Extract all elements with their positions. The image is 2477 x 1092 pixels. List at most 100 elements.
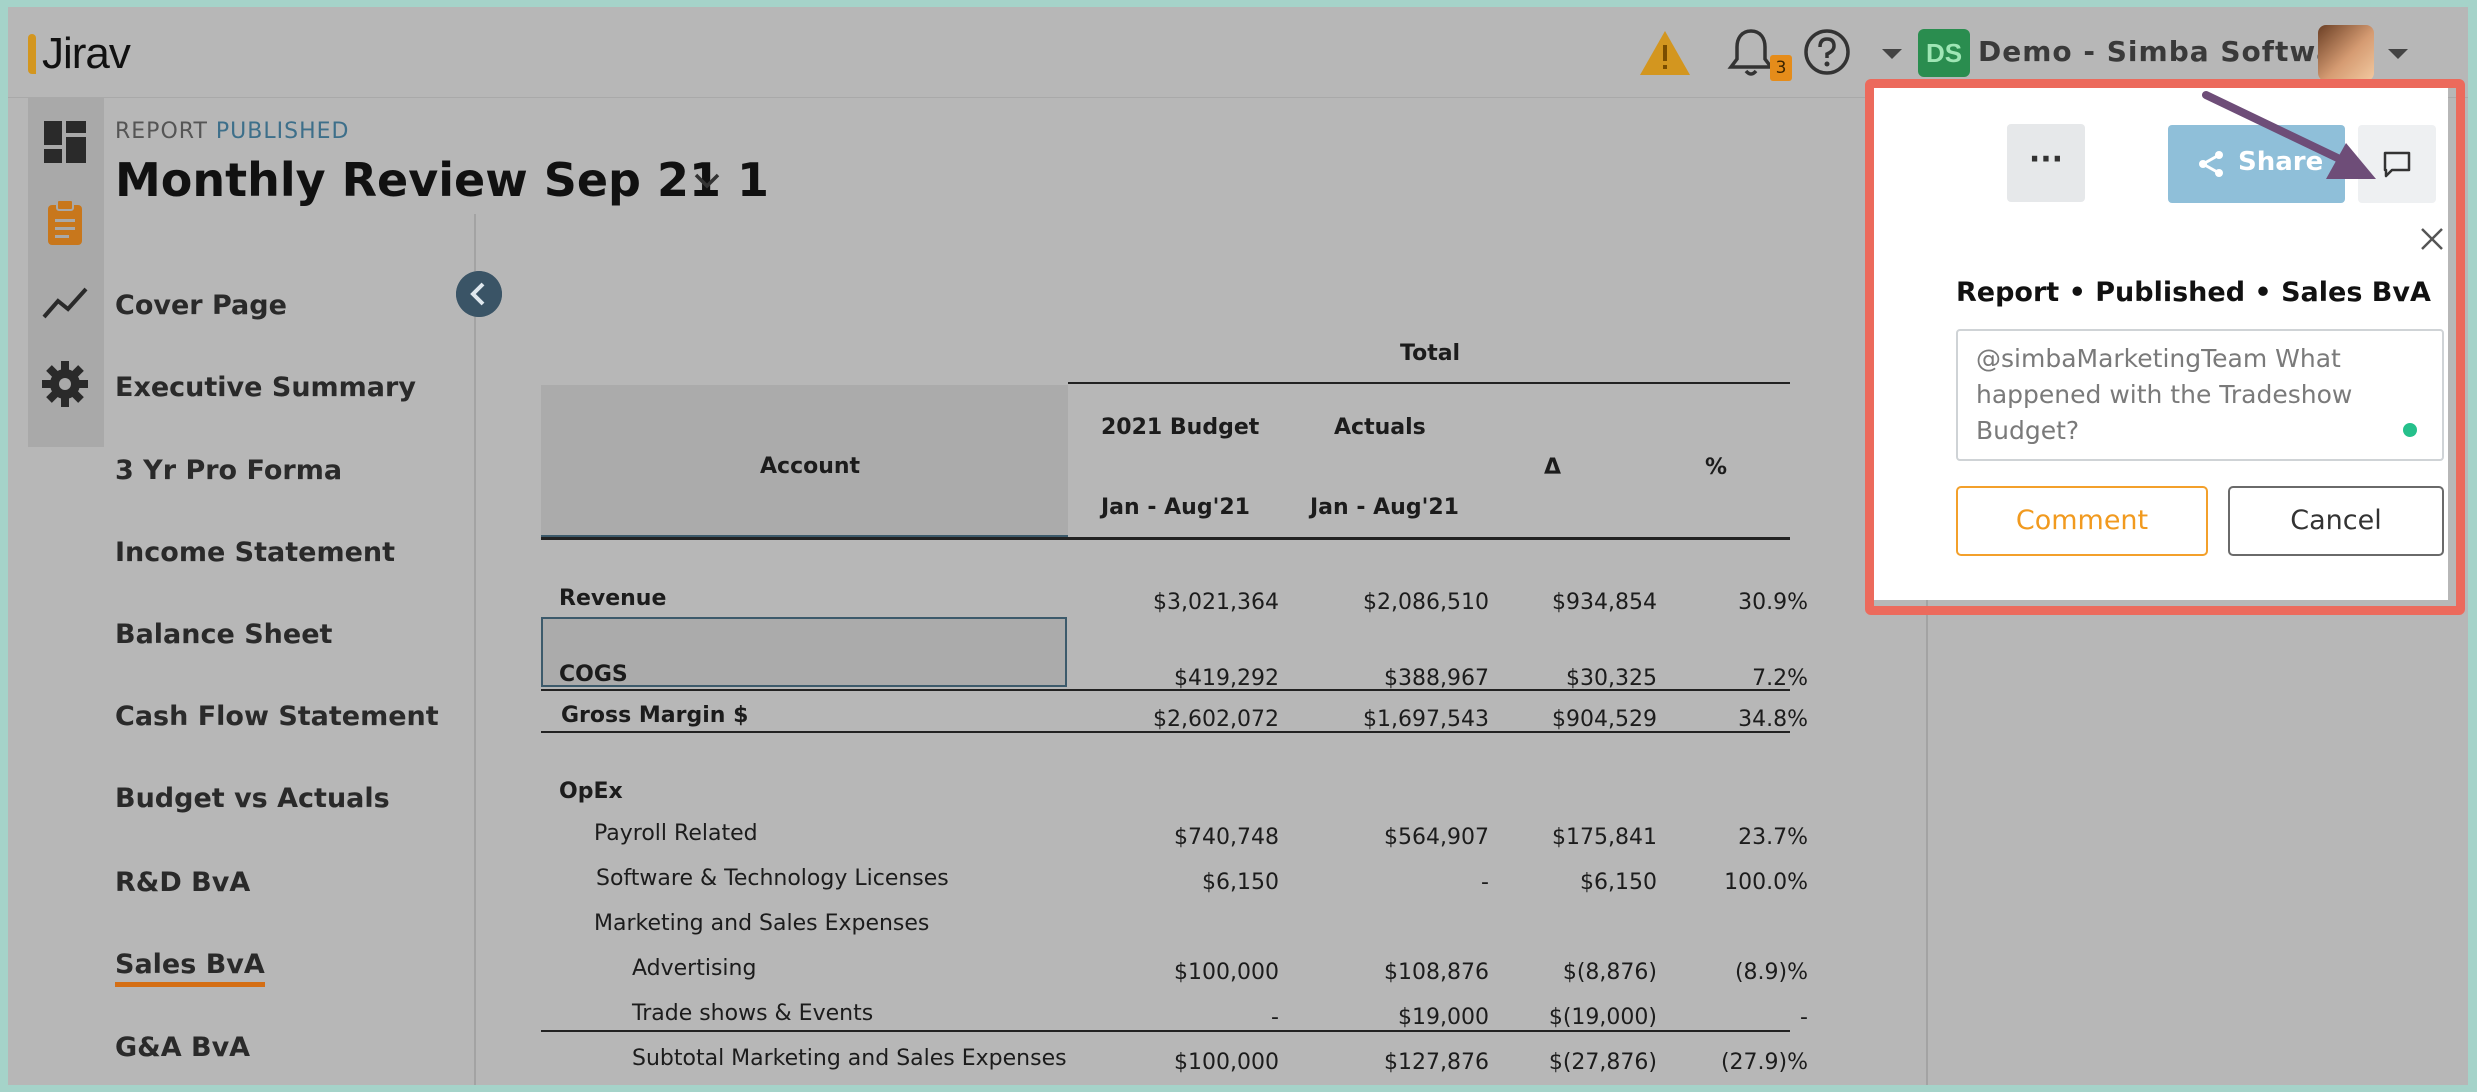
app-window: Jirav 3 DS Demo - Simba Software <box>8 7 2468 1085</box>
row-actuals-value: $2,086,510 <box>1363 590 1489 615</box>
row-pct-value: (8.9)% <box>1734 960 1808 985</box>
status-published: PUBLISHED <box>215 119 350 144</box>
logo-mark-icon <box>28 34 36 74</box>
comment-input[interactable]: @simbaMarketingTeam What happened with t… <box>1956 329 2444 461</box>
annotation-arrow <box>2202 91 2376 179</box>
col-delta-header: Δ <box>1544 455 1562 480</box>
col-budget-period: Jan - Aug'21 <box>1101 495 1250 520</box>
user-avatar[interactable] <box>2318 25 2374 81</box>
bell-icon[interactable] <box>1726 25 1776 81</box>
col-group-total: Total <box>1400 341 1461 366</box>
row-budget-value: - <box>1271 1005 1279 1030</box>
col-actuals-header: Actuals <box>1334 415 1426 440</box>
more-options-button[interactable]: ··· <box>2007 124 2085 202</box>
row-delta-value: $934,854 <box>1552 590 1657 615</box>
nav-item-ga-bva[interactable]: G&A BvA <box>115 1032 251 1063</box>
top-bar: Jirav 3 DS Demo - Simba Software <box>8 7 2468 98</box>
online-indicator-icon <box>2403 423 2417 437</box>
nav-divider <box>474 214 476 1085</box>
collapse-sidebar-button[interactable] <box>456 271 502 317</box>
gross-margin-bottom-rule <box>541 731 1790 733</box>
row-budget-value: $740,748 <box>1174 825 1279 850</box>
row-account-label: Marketing and Sales Expenses <box>594 911 930 936</box>
report-clipboard-icon[interactable] <box>40 197 90 247</box>
col-actuals-period: Jan - Aug'21 <box>1310 495 1459 520</box>
row-budget-value: $6,150 <box>1202 870 1279 895</box>
selected-cell[interactable] <box>541 617 1067 687</box>
col-pct-header: % <box>1705 455 1728 480</box>
user-initials-avatar[interactable]: DS <box>1918 29 1970 77</box>
gear-icon[interactable] <box>40 359 90 409</box>
share-button[interactable]: Share <box>2168 125 2345 203</box>
nav-item-balance-sheet[interactable]: Balance Sheet <box>115 619 333 650</box>
row-account-label: Payroll Related <box>594 821 758 846</box>
row-delta-value: $(8,876) <box>1562 960 1657 985</box>
help-icon[interactable] <box>1802 27 1852 77</box>
row-pct-value: 100.0% <box>1724 870 1808 895</box>
page-title: Monthly Review Sep 21 1 <box>115 153 770 207</box>
nav-item-cover-page[interactable]: Cover Page <box>115 290 287 321</box>
notification-badge: 3 <box>1770 55 1792 81</box>
subtotal-rule <box>541 1030 1790 1032</box>
row-account-label: Gross Margin $ <box>561 703 749 728</box>
share-label: Share <box>2238 147 2324 177</box>
row-actuals-value: - <box>1481 870 1489 895</box>
row-delta-value: $904,529 <box>1552 707 1657 732</box>
row-account-label: Subtotal Marketing and Sales Expenses <box>632 1046 1067 1071</box>
row-actuals-value: $19,000 <box>1398 1005 1489 1030</box>
jirav-logo[interactable]: Jirav <box>28 29 131 79</box>
nav-item-3yr-pro-forma[interactable]: 3 Yr Pro Forma <box>115 455 343 486</box>
close-icon[interactable] <box>2418 225 2446 253</box>
row-pct-value: (27.9)% <box>1720 1050 1808 1075</box>
header-bottom-rule <box>541 537 1790 540</box>
warning-icon[interactable] <box>1638 29 1692 77</box>
row-account-label: OpEx <box>559 779 623 804</box>
row-delta-value: $30,325 <box>1566 666 1657 691</box>
nav-item-cash-flow[interactable]: Cash Flow Statement <box>115 701 439 732</box>
comment-submit-button[interactable]: Comment <box>1956 486 2208 556</box>
cancel-button[interactable]: Cancel <box>2228 486 2444 556</box>
row-budget-value: $3,021,364 <box>1153 590 1279 615</box>
row-actuals-value: $1,697,543 <box>1363 707 1489 732</box>
report-status: REPORT PUBLISHED <box>115 119 349 144</box>
row-pct-value: 30.9% <box>1738 590 1808 615</box>
chevron-down-icon[interactable] <box>1880 47 1904 61</box>
row-delta-value: $(19,000) <box>1548 1005 1657 1030</box>
chevron-down-icon[interactable] <box>2386 47 2410 61</box>
nav-item-budget-vs-actuals[interactable]: Budget vs Actuals <box>115 783 390 814</box>
nav-item-sales-bva[interactable]: Sales BvA <box>115 949 265 987</box>
row-actuals-value: $564,907 <box>1384 825 1489 850</box>
nav-item-rd-bva[interactable]: R&D BvA <box>115 867 251 898</box>
row-pct-value: 7.2% <box>1752 666 1808 691</box>
row-actuals-value: $108,876 <box>1384 960 1489 985</box>
chevron-down-icon[interactable] <box>692 171 722 191</box>
logo-text: Jirav <box>42 29 131 78</box>
row-pct-value: - <box>1800 1005 1808 1030</box>
row-budget-value: $419,292 <box>1174 666 1279 691</box>
share-icon <box>2199 151 2223 177</box>
header-rule <box>1068 382 1790 384</box>
company-switcher[interactable]: Demo - Simba Software <box>1978 35 2371 68</box>
row-budget-value: $100,000 <box>1174 960 1279 985</box>
gross-margin-top-rule <box>541 689 1790 691</box>
row-account-label: COGS <box>559 662 628 687</box>
row-account-label: Software & Technology Licenses <box>596 866 949 891</box>
row-account-label: Advertising <box>632 956 757 981</box>
comment-breadcrumb: Report • Published • Sales BvA <box>1956 277 2431 308</box>
nav-item-income-statement[interactable]: Income Statement <box>115 537 396 568</box>
nav-item-executive-summary[interactable]: Executive Summary <box>115 372 416 403</box>
status-prefix: REPORT <box>115 119 208 144</box>
row-delta-value: $6,150 <box>1580 870 1657 895</box>
comment-toggle-button[interactable] <box>2358 125 2436 203</box>
row-pct-value: 23.7% <box>1738 825 1808 850</box>
col-account-header: Account <box>760 454 861 479</box>
row-budget-value: $2,602,072 <box>1153 707 1279 732</box>
col-budget-header: 2021 Budget <box>1101 415 1260 440</box>
row-delta-value: $(27,876) <box>1548 1050 1657 1075</box>
row-actuals-value: $127,876 <box>1384 1050 1489 1075</box>
icon-rail <box>28 97 104 447</box>
trend-chart-icon[interactable] <box>40 277 90 327</box>
dashboard-icon[interactable] <box>40 117 90 167</box>
row-actuals-value: $388,967 <box>1384 666 1489 691</box>
account-header-cell <box>541 385 1068 538</box>
